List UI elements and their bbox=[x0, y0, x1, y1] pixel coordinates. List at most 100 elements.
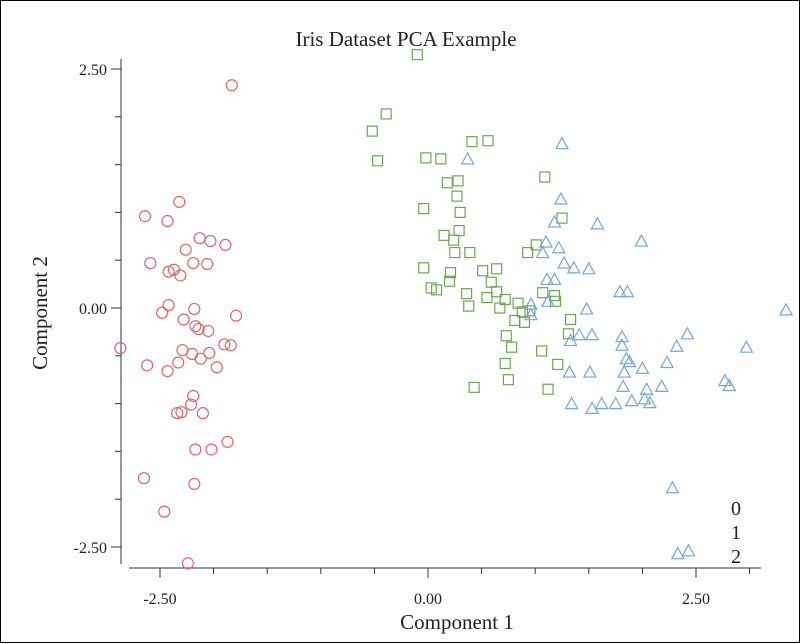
data-point bbox=[547, 272, 562, 285]
data-point bbox=[681, 543, 696, 557]
data-point bbox=[138, 210, 152, 223]
data-point bbox=[654, 379, 669, 392]
data-point bbox=[449, 246, 461, 259]
y-tick-label: 0.00 bbox=[79, 301, 107, 318]
data-point bbox=[523, 296, 538, 310]
data-point bbox=[175, 406, 188, 419]
data-point bbox=[448, 234, 460, 246]
data-point bbox=[453, 224, 465, 237]
data-point bbox=[224, 339, 237, 352]
data-point bbox=[114, 342, 127, 355]
data-point bbox=[680, 326, 695, 340]
data-point bbox=[194, 352, 207, 365]
data-point bbox=[380, 108, 392, 120]
data-point bbox=[590, 216, 605, 230]
data-point bbox=[464, 246, 476, 259]
data-point bbox=[482, 135, 494, 147]
data-point bbox=[564, 396, 579, 410]
data-point bbox=[463, 300, 475, 312]
data-point bbox=[541, 294, 556, 307]
data-point bbox=[556, 212, 568, 224]
data-point bbox=[615, 329, 630, 343]
data-point bbox=[660, 355, 675, 369]
data-point bbox=[452, 175, 464, 187]
data-point bbox=[173, 195, 186, 208]
series-0 bbox=[114, 79, 243, 570]
legend-entry-0: 0 bbox=[731, 498, 741, 520]
data-point bbox=[181, 557, 194, 570]
data-point bbox=[187, 256, 200, 270]
data-point bbox=[512, 297, 524, 309]
data-point bbox=[444, 267, 457, 279]
data-point bbox=[635, 360, 650, 374]
data-point bbox=[608, 396, 623, 410]
data-point bbox=[477, 265, 489, 277]
data-point bbox=[722, 378, 737, 392]
data-point bbox=[548, 289, 561, 302]
data-point bbox=[372, 155, 384, 167]
data-point bbox=[594, 396, 609, 410]
x-tick-label: 0.00 bbox=[414, 591, 442, 608]
data-point bbox=[639, 382, 654, 395]
data-point bbox=[549, 295, 562, 307]
data-point bbox=[581, 261, 596, 275]
data-point bbox=[418, 202, 430, 215]
data-point bbox=[188, 477, 201, 491]
x-axis-label: Component 1 bbox=[400, 610, 514, 634]
data-point bbox=[205, 443, 218, 456]
data-point bbox=[547, 214, 562, 228]
data-point bbox=[219, 238, 232, 252]
data-point bbox=[189, 320, 202, 333]
chart-legend: 012 bbox=[731, 498, 741, 568]
data-point bbox=[435, 153, 447, 165]
data-point bbox=[430, 284, 443, 296]
data-point bbox=[616, 379, 631, 392]
data-point bbox=[481, 291, 493, 304]
data-point bbox=[642, 395, 657, 409]
data-point bbox=[506, 341, 518, 353]
data-point bbox=[411, 49, 423, 61]
data-point bbox=[418, 262, 430, 274]
data-point bbox=[225, 79, 238, 92]
data-point bbox=[204, 234, 217, 248]
data-point bbox=[460, 151, 475, 165]
data-point bbox=[624, 393, 639, 407]
data-point bbox=[509, 314, 521, 327]
data-point bbox=[210, 361, 223, 374]
data-point bbox=[523, 307, 538, 321]
data-point bbox=[585, 327, 600, 341]
data-point bbox=[177, 313, 190, 326]
data-point bbox=[536, 345, 548, 357]
chart-ticks: -2.50 0.00 2.50 -2.50 0.00 2.50 bbox=[74, 62, 751, 608]
data-point bbox=[619, 351, 634, 365]
data-point bbox=[582, 364, 597, 378]
y-axis-label: Component 2 bbox=[28, 256, 52, 370]
data-point bbox=[665, 480, 680, 494]
data-point bbox=[158, 505, 171, 518]
data-point bbox=[634, 233, 649, 247]
data-point bbox=[196, 407, 209, 420]
data-point bbox=[187, 389, 200, 403]
data-point bbox=[557, 255, 572, 269]
data-point bbox=[739, 339, 754, 353]
data-point bbox=[186, 347, 199, 360]
data-point bbox=[460, 288, 473, 300]
data-point bbox=[189, 443, 202, 456]
data-point bbox=[620, 284, 635, 298]
data-point bbox=[202, 324, 215, 338]
data-point bbox=[188, 302, 201, 316]
data-point bbox=[502, 374, 514, 386]
y-tick-label: 2.50 bbox=[79, 62, 107, 79]
data-point bbox=[669, 338, 684, 352]
chart-title: Iris Dataset PCA Example bbox=[295, 27, 516, 51]
data-point bbox=[485, 276, 497, 288]
data-point bbox=[518, 316, 531, 328]
data-point bbox=[524, 305, 536, 317]
chart-points bbox=[114, 49, 794, 570]
chart-axes bbox=[120, 59, 761, 569]
x-tick-label: 2.50 bbox=[682, 591, 710, 608]
data-point bbox=[522, 246, 534, 259]
data-point bbox=[612, 284, 627, 298]
data-point bbox=[516, 306, 528, 318]
